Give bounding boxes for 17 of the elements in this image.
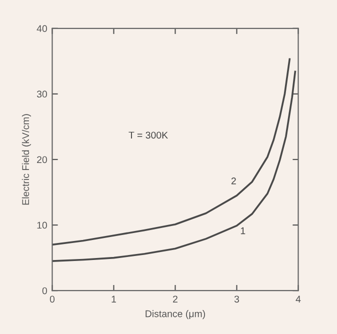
x-axis-title: Distance (μm) — [146, 310, 205, 320]
x-tick-label: 0 — [50, 296, 55, 303]
y-tick-label: 0 — [42, 287, 47, 294]
y-tick-label: 20 — [37, 156, 47, 164]
annotation: T = 300K — [128, 132, 168, 139]
series-label: 2 — [231, 177, 236, 184]
y-tick-label: 40 — [36, 25, 47, 32]
x-tick-label: 4 — [296, 296, 301, 302]
x-tick-label: 3 — [234, 296, 240, 303]
series-label: 1 — [240, 227, 246, 234]
y-tick-label: 30 — [36, 90, 47, 98]
y-tick-label: 10 — [37, 222, 47, 229]
line-series — [52, 58, 291, 246]
x-tick-label: 2 — [173, 296, 178, 302]
line-series — [52, 70, 296, 262]
x-tick-label: 1 — [112, 296, 116, 302]
y-axis-title: Electric Field (kV/cm) — [22, 114, 31, 205]
